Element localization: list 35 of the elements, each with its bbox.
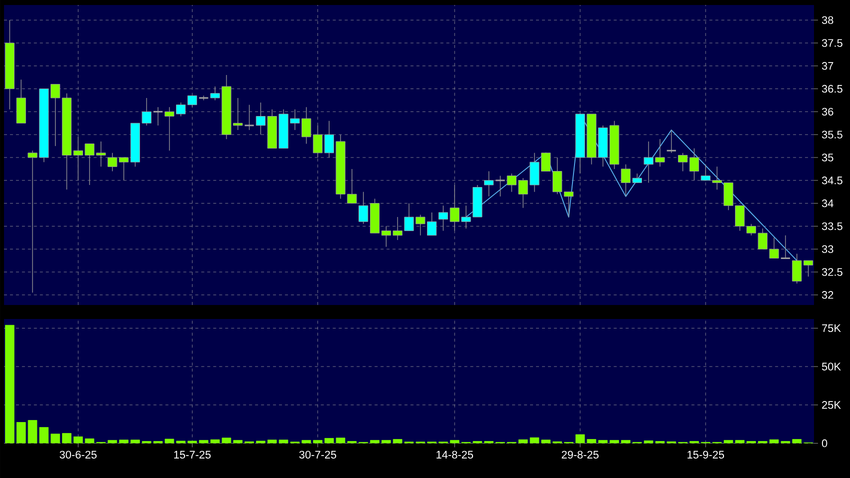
y-tick-label: 33.5 — [822, 222, 842, 230]
y-tick-label: 37 — [822, 62, 834, 70]
x-tick-label: 29-8-25 — [562, 450, 599, 459]
y-tick-label: 50K — [822, 362, 841, 370]
x-tick-label: 15-7-25 — [174, 450, 211, 459]
x-tick-label: 30-7-25 — [299, 450, 336, 459]
y-tick-label: 37.5 — [822, 39, 842, 47]
y-tick-label: 75K — [822, 324, 841, 332]
candlestick — [780, 235, 791, 260]
y-tick-label: 33 — [822, 245, 834, 253]
x-tick-label: 30-6-25 — [60, 450, 97, 459]
y-tick-label: 35.5 — [822, 130, 842, 138]
x-tick-label: 15-9-25 — [688, 450, 724, 459]
candlestick — [438, 205, 448, 232]
candlestick — [689, 148, 700, 181]
candlestick — [564, 192, 574, 218]
x-tick-label: 14-8-25 — [436, 450, 474, 459]
y-tick-label: 34.5 — [822, 176, 842, 184]
y-tick-label: 35 — [822, 154, 834, 162]
candlestick — [187, 95, 198, 108]
y-tick-label: 32 — [822, 291, 834, 299]
y-tick-label: 36.5 — [822, 84, 842, 93]
y-tick-label: 36 — [822, 108, 834, 116]
candlestick — [746, 224, 756, 236]
y-tick-label: 25K — [822, 401, 841, 409]
candlestick — [678, 152, 688, 172]
y-tick-label: 38 — [822, 16, 834, 24]
candlestick — [152, 106, 164, 126]
candlestick — [632, 173, 642, 184]
candlestick — [312, 125, 323, 158]
candlestick — [666, 130, 677, 154]
y-tick-label: 32.5 — [822, 268, 842, 276]
candlestick — [620, 164, 631, 197]
y-tick-label: 34 — [822, 199, 834, 208]
y-tick-label: 0 — [822, 439, 828, 448]
